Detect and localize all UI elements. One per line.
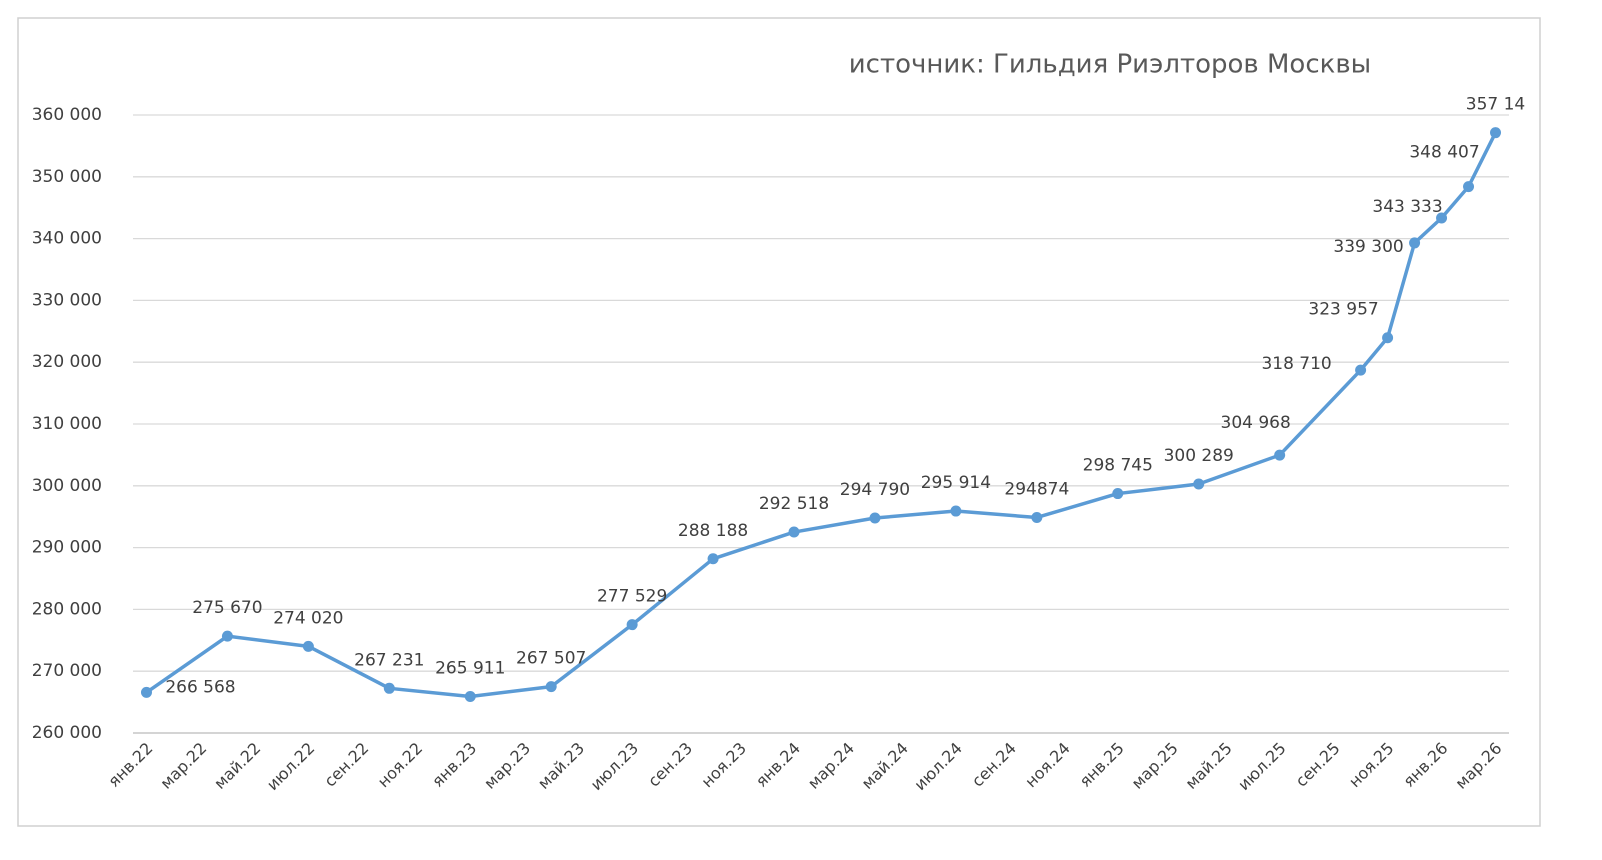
data-label: 292 518 bbox=[759, 494, 829, 514]
y-tick-label: 330 000 bbox=[32, 290, 102, 310]
data-label: 266 568 bbox=[165, 677, 235, 697]
data-label: 339 300 bbox=[1333, 237, 1403, 257]
marker bbox=[1436, 212, 1448, 224]
data-label: 298 745 bbox=[1083, 456, 1153, 476]
marker bbox=[1355, 364, 1367, 376]
y-tick-label: 270 000 bbox=[32, 661, 102, 681]
data-label: 300 289 bbox=[1164, 446, 1234, 466]
y-tick-label: 350 000 bbox=[32, 167, 102, 187]
marker bbox=[383, 682, 395, 694]
marker bbox=[1112, 488, 1124, 500]
marker bbox=[302, 640, 314, 652]
data-label: 275 670 bbox=[192, 598, 262, 618]
marker bbox=[140, 686, 152, 698]
data-label: 318 710 bbox=[1261, 354, 1331, 374]
marker bbox=[1031, 511, 1043, 523]
marker bbox=[1409, 237, 1421, 249]
marker bbox=[1463, 181, 1475, 193]
y-tick-label: 260 000 bbox=[32, 723, 102, 743]
data-label: 294874 bbox=[1004, 479, 1069, 499]
y-tick-label: 280 000 bbox=[32, 599, 102, 619]
data-label: 294 790 bbox=[840, 480, 910, 500]
marker bbox=[545, 681, 557, 693]
y-tick-label: 290 000 bbox=[32, 538, 102, 558]
y-tick-label: 320 000 bbox=[32, 352, 102, 372]
data-label: 343 333 bbox=[1372, 197, 1442, 217]
marker bbox=[869, 512, 881, 524]
data-label: 267 507 bbox=[516, 649, 586, 669]
chart-title: источник: Гильдия Риэлторов Москвы bbox=[849, 50, 1371, 80]
marker bbox=[221, 630, 233, 642]
marker bbox=[1193, 478, 1205, 490]
data-label: 357 14 bbox=[1466, 95, 1525, 115]
y-tick-label: 340 000 bbox=[32, 229, 102, 249]
data-label: 323 957 bbox=[1308, 300, 1378, 320]
marker bbox=[1382, 332, 1394, 344]
data-label: 348 407 bbox=[1409, 143, 1479, 163]
data-label: 265 911 bbox=[435, 658, 505, 678]
data-label: 277 529 bbox=[597, 587, 667, 607]
y-tick-label: 300 000 bbox=[32, 476, 102, 496]
marker bbox=[1490, 127, 1502, 139]
marker bbox=[464, 690, 476, 702]
marker bbox=[1274, 449, 1286, 461]
data-label: 295 914 bbox=[921, 473, 991, 493]
data-label: 274 020 bbox=[273, 608, 343, 628]
marker bbox=[626, 619, 638, 631]
data-label: 267 231 bbox=[354, 650, 424, 670]
y-tick-label: 310 000 bbox=[32, 414, 102, 434]
marker bbox=[788, 526, 800, 538]
marker bbox=[950, 505, 962, 517]
marker bbox=[707, 553, 719, 565]
chart-frame bbox=[17, 17, 1541, 827]
data-label: 288 188 bbox=[678, 521, 748, 541]
y-tick-label: 360 000 bbox=[32, 105, 102, 125]
data-label: 304 968 bbox=[1221, 413, 1291, 433]
